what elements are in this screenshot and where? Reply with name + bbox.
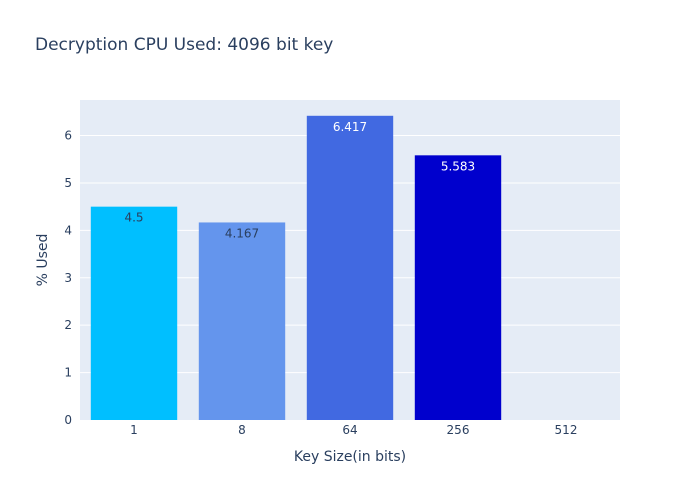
- data-labels: 4.5 4.167 6.417 5.583: [124, 120, 475, 241]
- data-label-64: 6.417: [333, 120, 367, 134]
- x-axis-title: Key Size(in bits): [294, 449, 406, 465]
- y-tick-label: 2: [64, 318, 72, 332]
- chart-title: Decryption CPU Used: 4096 bit key: [35, 35, 333, 55]
- y-tick-label: 3: [64, 271, 72, 285]
- y-tick-label: 1: [64, 366, 72, 380]
- x-tick-label: 64: [342, 423, 357, 437]
- x-axis-ticks: 1 8 64 256 512: [130, 423, 577, 437]
- bar-256[interactable]: [414, 155, 502, 420]
- x-tick-label: 1: [130, 423, 138, 437]
- x-tick-label: 256: [447, 423, 470, 437]
- bars: [90, 115, 502, 420]
- bar-64[interactable]: [306, 115, 394, 420]
- y-axis-title: % Used: [35, 234, 51, 287]
- y-axis-ticks: 0 1 2 3 4 5 6: [64, 129, 72, 427]
- data-label-8: 4.167: [225, 226, 259, 240]
- x-tick-label: 8: [238, 423, 246, 437]
- x-tick-label: 512: [555, 423, 578, 437]
- bar-1[interactable]: [90, 206, 178, 420]
- y-tick-label: 4: [64, 223, 72, 237]
- y-tick-label: 6: [64, 129, 72, 143]
- y-tick-label: 5: [64, 176, 72, 190]
- data-label-1: 4.5: [124, 211, 143, 225]
- y-tick-label: 0: [64, 413, 72, 427]
- data-label-256: 5.583: [441, 159, 475, 173]
- bar-8[interactable]: [198, 222, 286, 420]
